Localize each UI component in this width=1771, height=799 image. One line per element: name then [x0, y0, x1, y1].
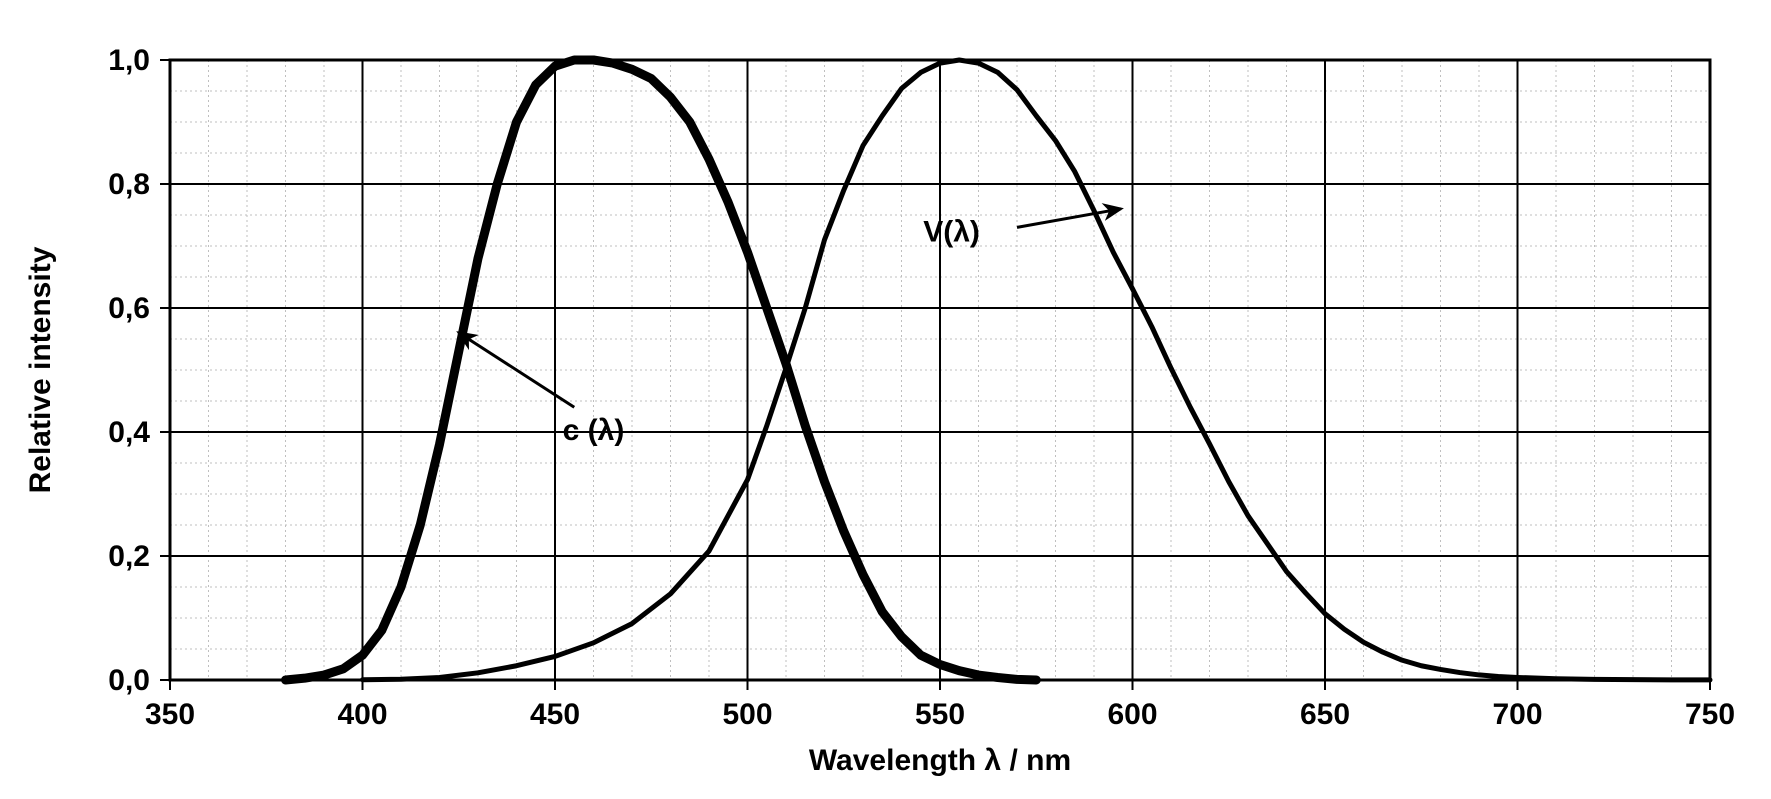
x-tick-label: 550 [915, 698, 965, 731]
y-axis-label: Relative intensity [24, 246, 57, 493]
x-tick-label: 350 [145, 698, 195, 731]
y-tick-label: 1,0 [108, 44, 150, 77]
annotation-label: V(λ) [923, 216, 980, 249]
x-tick-label: 450 [530, 698, 580, 731]
annotation-label: c (λ) [563, 414, 625, 447]
y-tick-label: 0,4 [108, 416, 150, 449]
y-tick-label: 0,2 [108, 540, 150, 573]
x-tick-label: 600 [1107, 698, 1157, 731]
x-tick-label: 500 [722, 698, 772, 731]
y-tick-label: 0,0 [108, 664, 150, 697]
x-axis-label: Wavelength λ / nm [809, 744, 1071, 777]
x-tick-label: 750 [1685, 698, 1735, 731]
x-tick-label: 400 [337, 698, 387, 731]
y-tick-label: 0,8 [108, 168, 150, 201]
spectral-sensitivity-chart: c (λ) V(λ) 350 400 450 500 550 600 650 700 750 0,0 0… [0, 0, 1771, 799]
x-tick-label: 700 [1492, 698, 1542, 731]
x-tick-label: 650 [1300, 698, 1350, 731]
y-tick-label: 0,6 [108, 292, 150, 325]
